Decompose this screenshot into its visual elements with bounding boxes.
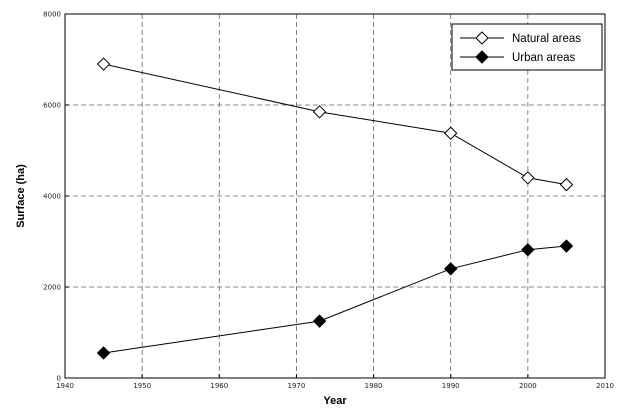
legend-label: Natural areas: [512, 33, 581, 45]
axis-ticks: 1940 1950 1960 1970 1980 1990 2000 2010 0 2000 400…: [43, 11, 614, 391]
legend-label: Urban areas: [512, 52, 576, 64]
natural-data-point: [312, 105, 327, 119]
series-group: [96, 57, 574, 360]
x-tick-label: 2000: [519, 382, 537, 390]
x-tick-label: 1980: [365, 382, 383, 390]
x-tick-label: 1970: [288, 382, 306, 390]
urban-data-point: [96, 346, 111, 360]
y-tick-label: 6000: [43, 102, 61, 110]
urban-data-point: [312, 314, 327, 328]
x-axis-label: Year: [323, 395, 347, 407]
x-tick-label: 1990: [442, 382, 460, 390]
series-line-2: [103, 245, 567, 354]
series-line-1: [103, 63, 567, 186]
urban-data-point: [559, 239, 574, 253]
y-tick-label: 8000: [43, 11, 61, 19]
y-axis-label: Surface (ha): [15, 164, 27, 228]
x-tick-label: 1940: [56, 382, 74, 390]
urban-data-point: [444, 262, 458, 276]
legend-marker: [475, 50, 489, 64]
grid-lines: [65, 14, 605, 378]
x-tick-label: 1950: [133, 382, 151, 390]
legend: Natural areas Urban areas: [451, 23, 603, 71]
natural-data-point: [444, 126, 458, 140]
legend-box: [451, 23, 603, 71]
natural-data-point: [521, 171, 535, 185]
natural-data-point: [559, 177, 574, 192]
x-tick-label: 1960: [210, 382, 228, 390]
legend-marker: [475, 31, 489, 45]
natural-data-point: [96, 57, 111, 71]
y-tick-label: 4000: [43, 193, 61, 201]
y-tick-label: 2000: [43, 284, 61, 292]
y-tick-label: 0: [57, 375, 61, 383]
urban-data-point: [521, 242, 535, 257]
x-tick-label: 2010: [596, 382, 614, 390]
